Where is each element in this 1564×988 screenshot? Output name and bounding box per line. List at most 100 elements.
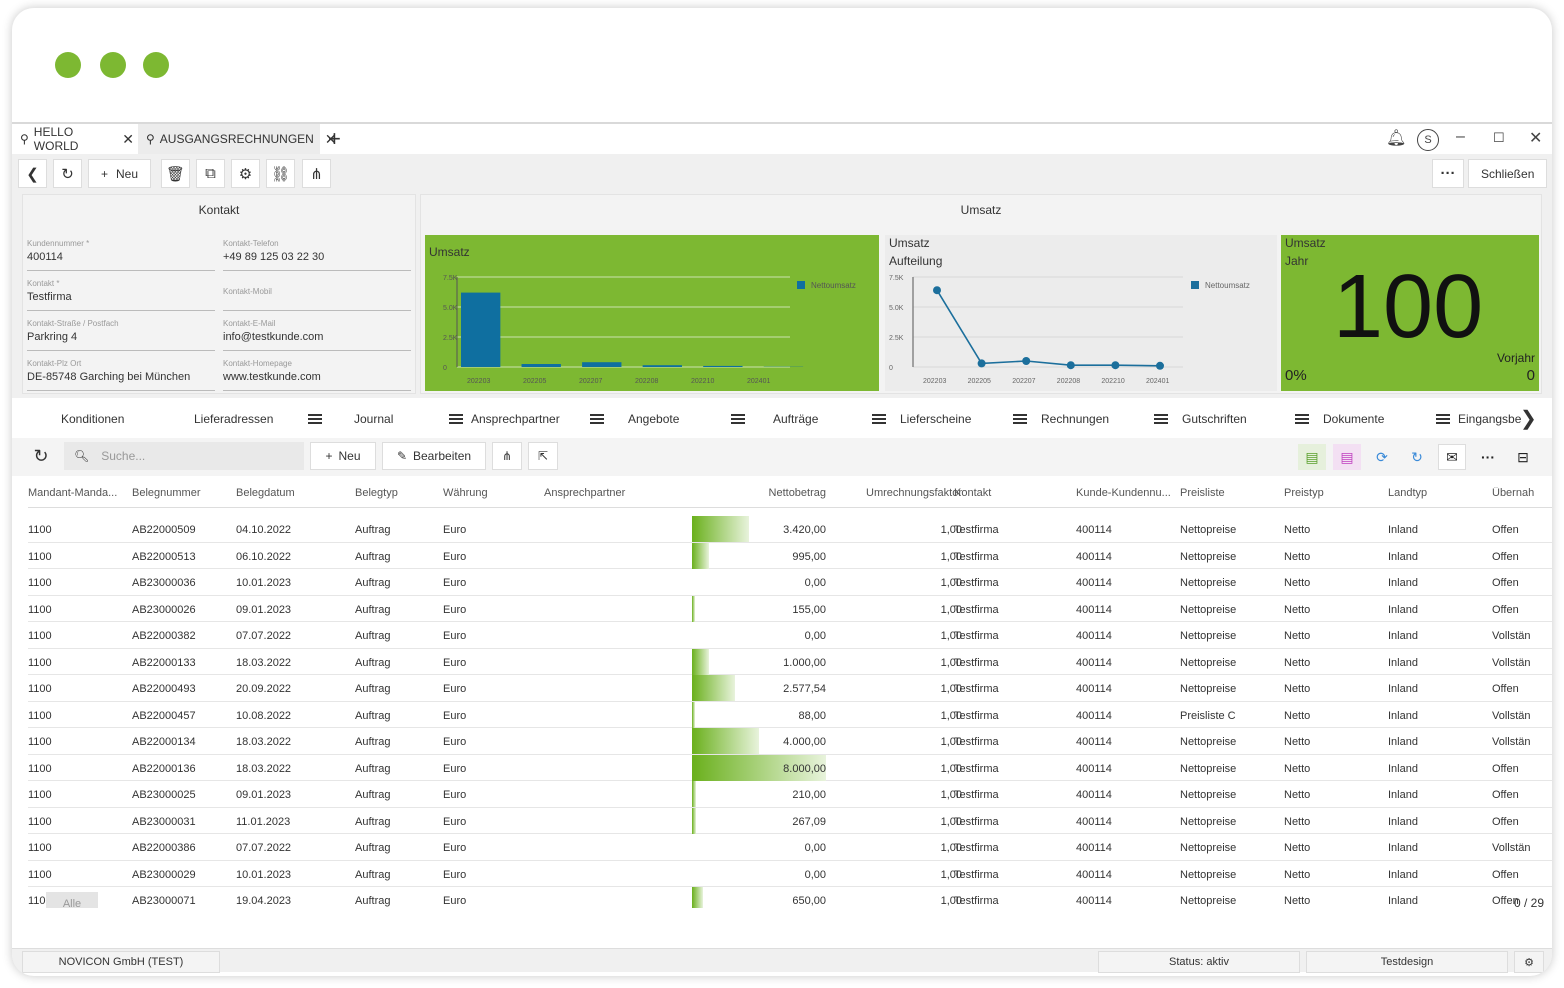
layout-icon[interactable]: ⊟ [1517, 448, 1529, 465]
close-window-icon[interactable]: ✕ [1529, 130, 1543, 147]
table-row[interactable]: 1100 AB22000509 04.10.2022 Auftrag Euro 3.420… [28, 516, 1552, 543]
tab-gutschriften[interactable]: Gutschriften [1154, 412, 1247, 426]
refresh-button[interactable]: ↻ [53, 159, 82, 188]
column-header[interactable]: Belegdatum [236, 487, 295, 499]
tab-hello-world[interactable]: ⚲ HELLO WORLD ✕ [12, 124, 134, 154]
table-cell: Nettopreise [1180, 736, 1237, 748]
column-header[interactable]: Kontakt [954, 487, 992, 499]
link-button[interactable]: ⛓︎ [266, 159, 295, 188]
more-button[interactable]: ··· [1432, 159, 1464, 188]
table-row[interactable]: 1100 AB23000026 09.01.2023 Auftrag Euro 155,0… [28, 595, 1552, 622]
grid-refresh-button[interactable]: ↻ [26, 442, 56, 470]
table-cell: Inland [1388, 577, 1418, 589]
customer-number-field[interactable]: Kundennummer * 400114 [27, 233, 215, 271]
company-text: NOVICON GmbH (TEST) [58, 956, 184, 968]
column-header[interactable]: Mandant-Manda... [28, 487, 118, 499]
search-input[interactable]: 🔍︎ Suche... [64, 442, 304, 470]
contact-name-field[interactable]: Kontakt * Testfirma [27, 273, 215, 311]
table-row[interactable]: 1100 AB23000031 11.01.2023 Auftrag Euro 267,0… [28, 807, 1552, 834]
new-button[interactable]: + Neu [88, 159, 152, 188]
excel-export-icon[interactable]: ▤ [1298, 444, 1326, 470]
close-icon[interactable]: ✕ [324, 130, 337, 147]
table-cell: 1100 [28, 577, 52, 589]
table-row[interactable]: 1100 AB22000136 18.03.2022 Auftrag Euro 8.000… [28, 754, 1552, 781]
mail-icon[interactable]: ✉ [1438, 444, 1466, 470]
field-label: Kontakt-Straße / Postfach [27, 319, 119, 328]
table-row[interactable]: 1100 AB22000386 07.07.2022 Auftrag Euro 0,00 1… [28, 834, 1552, 861]
column-header[interactable]: Belegnummer [132, 487, 201, 499]
window-dot-icon[interactable] [55, 52, 81, 78]
close-icon[interactable]: ✕ [122, 130, 134, 147]
table-cell: 400114 [1076, 842, 1112, 854]
tab-rechnungen[interactable]: Rechnungen [1013, 412, 1109, 426]
column-header[interactable]: Preistyp [1284, 487, 1324, 499]
delete-button[interactable]: 🗑︎ [161, 159, 190, 188]
tab-konditionen[interactable]: Konditionen [61, 412, 124, 426]
window-dot-icon[interactable] [143, 52, 169, 78]
contact-street-field[interactable]: Kontakt-Straße / Postfach Parkring 4 [27, 313, 215, 351]
chevron-right-icon[interactable]: ❯ [1520, 408, 1537, 430]
grid-share-button[interactable]: ⋔ [492, 442, 522, 470]
contact-city-field[interactable]: Kontakt-Plz Ort DE-85748 Garching bei Mün… [27, 353, 215, 391]
table-row[interactable]: 1100 AB23000071 19.04.2023 Auftrag Euro 650,0… [28, 887, 1552, 908]
copy-button[interactable]: ⧉ [196, 159, 225, 188]
user-avatar-icon[interactable]: S [1417, 129, 1439, 151]
tab-ausgangsrechnungen[interactable]: ⚲ AUSGANGSRECHNUNGEN ✕ [138, 124, 337, 154]
amount-bar [692, 542, 709, 569]
tab-dokumente[interactable]: Dokumente [1295, 412, 1384, 426]
close-button[interactable]: Schließen [1468, 159, 1548, 188]
back-button[interactable]: ❮ [18, 159, 47, 188]
column-header[interactable]: Übernah [1492, 487, 1535, 499]
tab-eingangsbelege[interactable]: Eingangsbe [1436, 412, 1521, 426]
column-header[interactable]: Kunde-Kundennu... [1076, 487, 1171, 499]
table-row[interactable]: 1100 AB23000029 10.01.2023 Auftrag Euro 0,00 1… [28, 861, 1552, 887]
table-row[interactable]: 1100 AB22000493 20.09.2022 Auftrag Euro 2.577… [28, 675, 1552, 702]
tab-lieferscheine[interactable]: Lieferscheine [872, 412, 971, 426]
contact-phone-field[interactable]: Kontakt-Telefon +49 89 125 03 22 30 [223, 233, 411, 271]
tab-journal[interactable]: Journal [308, 412, 393, 426]
table-cell: Nettopreise [1180, 603, 1237, 616]
tab-angebote[interactable]: Angebote [590, 412, 679, 426]
grid-new-button[interactable]: + Neu [310, 442, 376, 470]
column-header[interactable]: Nettobetrag [768, 487, 826, 499]
grid-export-button[interactable]: ⇱ [528, 442, 558, 470]
hierarchy-button[interactable]: ⚙︎ [231, 159, 260, 188]
column-header[interactable]: Umrechnungsfaktor [866, 487, 962, 499]
column-header[interactable]: Belegtyp [355, 487, 398, 499]
tab-lieferadressen[interactable]: Lieferadressen [194, 412, 273, 426]
add-tab-icon[interactable]: + [328, 126, 341, 151]
more-icon[interactable]: ··· [1481, 449, 1495, 465]
grid-edit-button[interactable]: ✎ Bearbeiten [382, 442, 486, 470]
table-row[interactable]: 1100 AB22000513 06.10.2022 Auftrag Euro 995,0… [28, 542, 1552, 569]
share-button[interactable]: ⋔ [302, 159, 331, 188]
maximize-icon[interactable]: ☐ [1493, 130, 1505, 145]
table-cell: AB23000029 [132, 868, 196, 881]
pdf-export-icon[interactable]: ▤ [1333, 444, 1361, 470]
table-row[interactable]: 1100 AB22000134 18.03.2022 Auftrag Euro 4.000… [28, 728, 1552, 755]
contact-email-field[interactable]: Kontakt-E-Mail info@testkunde.com [223, 313, 411, 351]
table-cell: 07.07.2022 [236, 842, 292, 854]
table-row[interactable]: 1100 AB23000036 10.01.2023 Auftrag Euro 0,00 1… [28, 569, 1552, 596]
bell-icon[interactable]: 🔔︎ [1386, 130, 1407, 147]
column-header[interactable]: Ansprechpartner [544, 487, 626, 499]
column-header[interactable]: Währung [443, 487, 488, 499]
table-row[interactable]: 1100 AB22000457 10.08.2022 Auftrag Euro 88,00… [28, 701, 1552, 728]
table-cell: Auftrag [355, 709, 391, 722]
column-header[interactable]: Landtyp [1388, 487, 1428, 499]
contact-mobile-field[interactable]: Kontakt-Mobil [223, 273, 411, 311]
minimize-icon[interactable]: – [1456, 128, 1465, 145]
reload-icon[interactable]: ↻ [1411, 448, 1423, 465]
column-header[interactable]: Preisliste [1180, 487, 1225, 499]
window-dot-icon[interactable] [100, 52, 126, 78]
table-row[interactable]: 1100 AB23000025 09.01.2023 Auftrag Euro 210,0… [28, 781, 1552, 808]
tab-auftraege[interactable]: Aufträge [731, 412, 818, 426]
table-row[interactable]: 1100 AB22000133 18.03.2022 Auftrag Euro 1.000… [28, 648, 1552, 675]
sync-icon[interactable]: ⟳ [1376, 448, 1388, 465]
revenue-panel-title: Umsatz [960, 203, 1002, 217]
table-row[interactable]: 1100 AB22000382 07.07.2022 Auftrag Euro 0,00 1… [28, 622, 1552, 649]
tab-ansprechpartner[interactable]: Ansprechpartner [449, 412, 560, 426]
settings-icon[interactable]: ⚙ [1514, 951, 1544, 973]
design-label[interactable]: Testdesign [1306, 951, 1508, 973]
filter-all-button[interactable]: Alle [46, 892, 98, 908]
contact-homepage-field[interactable]: Kontakt-Homepage www.testkunde.com [223, 353, 411, 391]
